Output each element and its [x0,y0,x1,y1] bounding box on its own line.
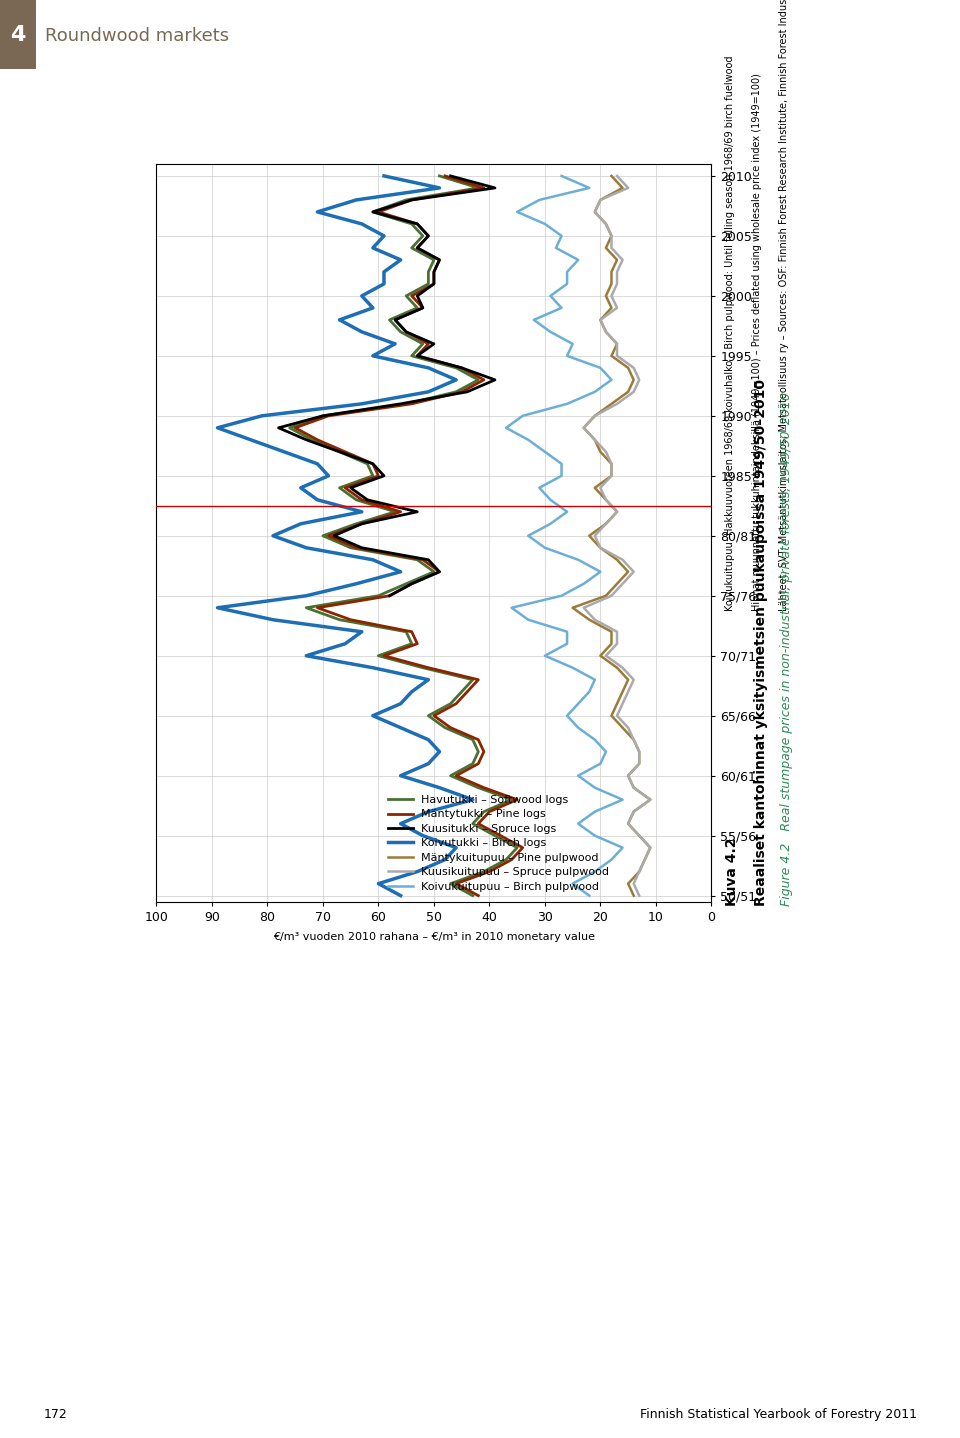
Legend: Havutukki – Softwood logs, Mäntytukki – Pine logs, Kuusitukki – Spruce logs, Koi: Havutukki – Softwood logs, Mäntytukki – … [384,791,613,896]
Text: 172: 172 [43,1408,67,1421]
Text: 4: 4 [11,24,26,45]
Text: Roundwood markets: Roundwood markets [45,27,229,45]
Text: Hinnat muunnettu tukkuhintaindeksillä (1949=100) – Prices deflated using wholesa: Hinnat muunnettu tukkuhintaindeksillä (1… [752,73,761,611]
Text: Koivukuitupuu: Hakkuuvuoteen 1968/69 koivuhalko – Birch pulpwood: Until felling : Koivukuitupuu: Hakkuuvuoteen 1968/69 koi… [725,56,734,611]
Text: Finnish Statistical Yearbook of Forestry 2011: Finnish Statistical Yearbook of Forestry… [639,1408,917,1421]
Text: Lähteet: SVT: Metsäntutkimuslaitos; Metsäteollisuus ry – Sources: OSF: Finnish F: Lähteet: SVT: Metsäntutkimuslaitos; Mets… [779,0,788,611]
Text: Kuva 4.2: Kuva 4.2 [725,837,739,906]
Text: Figure 4.2   Real stumpage prices in non-industrial, private forests, 1949/50–20: Figure 4.2 Real stumpage prices in non-i… [780,393,794,906]
Text: Reaaliset kantohinnat yksityismetsien puukaupoissa 1949/50–2010: Reaaliset kantohinnat yksityismetsien pu… [754,380,768,906]
X-axis label: €/m³ vuoden 2010 rahana – €/m³ in 2010 monetary value: €/m³ vuoden 2010 rahana – €/m³ in 2010 m… [273,932,595,942]
